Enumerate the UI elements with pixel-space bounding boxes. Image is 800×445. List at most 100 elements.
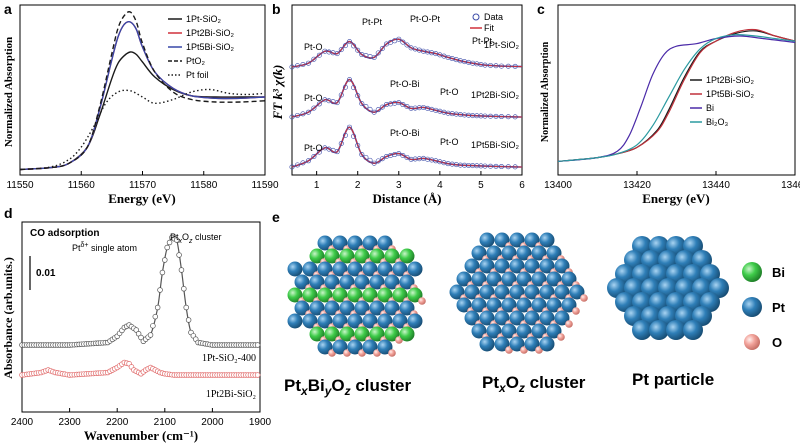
pt-atom: [464, 310, 480, 326]
annotation-b-0: Pt-O: [304, 42, 323, 52]
data-point-b: [294, 112, 300, 118]
data-point-b: [311, 56, 317, 62]
pt-atom: [294, 274, 310, 290]
pt-atom: [494, 232, 510, 248]
data-point-b: [482, 62, 488, 68]
bi-atom: [377, 287, 393, 303]
pt-atom: [524, 258, 540, 274]
data-point-b: [294, 63, 300, 69]
series-name-b-2: 1Pt5Bi-SiO₂: [471, 140, 520, 150]
data-point-b: [346, 124, 352, 130]
y-axis-label-c: Normalized Absorption: [540, 41, 551, 142]
x-axis-b-tick-label: 5: [478, 180, 484, 191]
x-axis-c-tick-label: 13400: [544, 180, 572, 191]
data-point-b: [342, 84, 348, 90]
data-point-b: [363, 103, 369, 109]
panel-c: 13400 13420 13440 13460 Energy (eV) Normali…: [540, 4, 800, 206]
pt-particle-model: [607, 236, 729, 340]
data-point-b: [338, 47, 344, 53]
data-point-d: [150, 323, 156, 329]
y-axis-label-a: Normalized Absorption: [3, 37, 15, 147]
pt-atom: [569, 284, 585, 300]
pt-atom: [486, 245, 502, 261]
pt-atom: [347, 313, 363, 329]
panel-a: 11550 11560 11570 11580 11590 Energy (eV) No…: [3, 4, 279, 206]
plot-frame-c: [557, 4, 796, 176]
series-lines-a: [19, 11, 266, 171]
annotation-b-6: Pt-O: [440, 87, 459, 97]
pt-atom: [666, 320, 686, 340]
pt-atom: [287, 261, 303, 277]
data-point-b: [351, 133, 357, 139]
data-point-d: [166, 239, 173, 246]
pt-atom: [407, 313, 423, 329]
data-point-b: [305, 60, 311, 66]
data-point-b: [379, 156, 385, 162]
legend-label-bi: Bi: [772, 265, 785, 280]
data-point-b: [488, 113, 494, 119]
x-axis-b-tick-label: 4: [437, 180, 443, 191]
panel-label-a: a: [4, 1, 12, 17]
annotation-ptxoz-cluster-d: PtxOz cluster: [170, 232, 222, 245]
data-point-b: [400, 102, 406, 108]
pt-atom: [347, 339, 363, 355]
x-axis-label-b: Distance (Å): [373, 191, 442, 206]
pt-atom: [486, 323, 502, 339]
data-point-b: [488, 62, 494, 68]
x-ticks-d: 2400 2300 2200 2100 2000 1900: [11, 408, 272, 428]
bi-atom: [339, 248, 355, 264]
data-point-d: [183, 304, 189, 311]
series-name-d-0: 1Pt-SiO₂-400: [202, 353, 256, 364]
pt-atom: [479, 232, 495, 248]
data-point-d: [178, 267, 185, 273]
x-axis-a-tick-label: 11570: [129, 180, 157, 191]
legend-label-c-2: Bi: [706, 103, 714, 113]
annotation-b-1: Pt-Pt: [362, 17, 383, 27]
data-point-b: [346, 77, 352, 83]
legend-label-o: O: [772, 335, 782, 350]
bi-atom: [309, 248, 325, 264]
series-names-b: 1Pt-SiO₂ 1Pt2Bi-SiO₂ 1Pt5Bi-SiO₂: [471, 40, 520, 150]
legend-a: 1Pt-SiO₂ 1Pt2Bi-SiO₂ 1Pt5Bi-SiO₂ PtO₂ Pt foi…: [168, 14, 235, 80]
data-point-b: [375, 50, 381, 56]
o-atom: [580, 294, 588, 302]
legend-label-a-1: 1Pt2Bi-SiO₂: [186, 28, 235, 38]
data-point-b: [505, 114, 511, 120]
bi-atom: [287, 287, 303, 303]
x-ticks-b: 1 2 3 4 5 6: [314, 171, 525, 191]
data-point-d: [181, 286, 187, 292]
pt-atom: [479, 310, 495, 326]
data-point-b: [367, 157, 373, 163]
pt-atom: [531, 245, 547, 261]
pt-atom: [464, 284, 480, 300]
data-point-d: [162, 257, 168, 263]
legend-label-a-3: PtO₂: [186, 56, 206, 66]
panel-label-c: c: [537, 1, 545, 17]
structure-label-ptxbiyoz: PtxBiyOz cluster: [284, 376, 411, 398]
pt-atom: [509, 336, 525, 352]
pt-atom: [524, 284, 540, 300]
annotation-b-8: Pt-O-Bi: [390, 128, 420, 138]
data-point-d: [159, 269, 166, 276]
bi-atom: [324, 326, 340, 342]
pt-atom: [516, 323, 532, 339]
pt-atom: [546, 245, 562, 261]
pt-atom: [302, 261, 318, 277]
bi-atom: [339, 326, 355, 342]
legend-marker-pt: [742, 297, 762, 317]
panel-d: 2400 2300 2200 2100 2000 1900 CO adsorption 0…: [1, 221, 272, 443]
bi-atom: [324, 248, 340, 264]
data-point-b: [493, 163, 499, 169]
x-axis-a-tick-label: 11590: [251, 180, 279, 191]
series-line-d-0: [21, 235, 261, 346]
bi-atom: [347, 287, 363, 303]
pt-atom: [683, 320, 703, 340]
pt-atom: [546, 297, 562, 313]
series-lines-d: [19, 234, 261, 378]
pt-atom: [479, 336, 495, 352]
data-point-b: [359, 152, 365, 158]
pt-atom: [554, 284, 570, 300]
annotation-b-3: Pt-Pt: [472, 36, 493, 46]
data-point-b: [396, 36, 402, 42]
data-point-b: [334, 149, 340, 155]
